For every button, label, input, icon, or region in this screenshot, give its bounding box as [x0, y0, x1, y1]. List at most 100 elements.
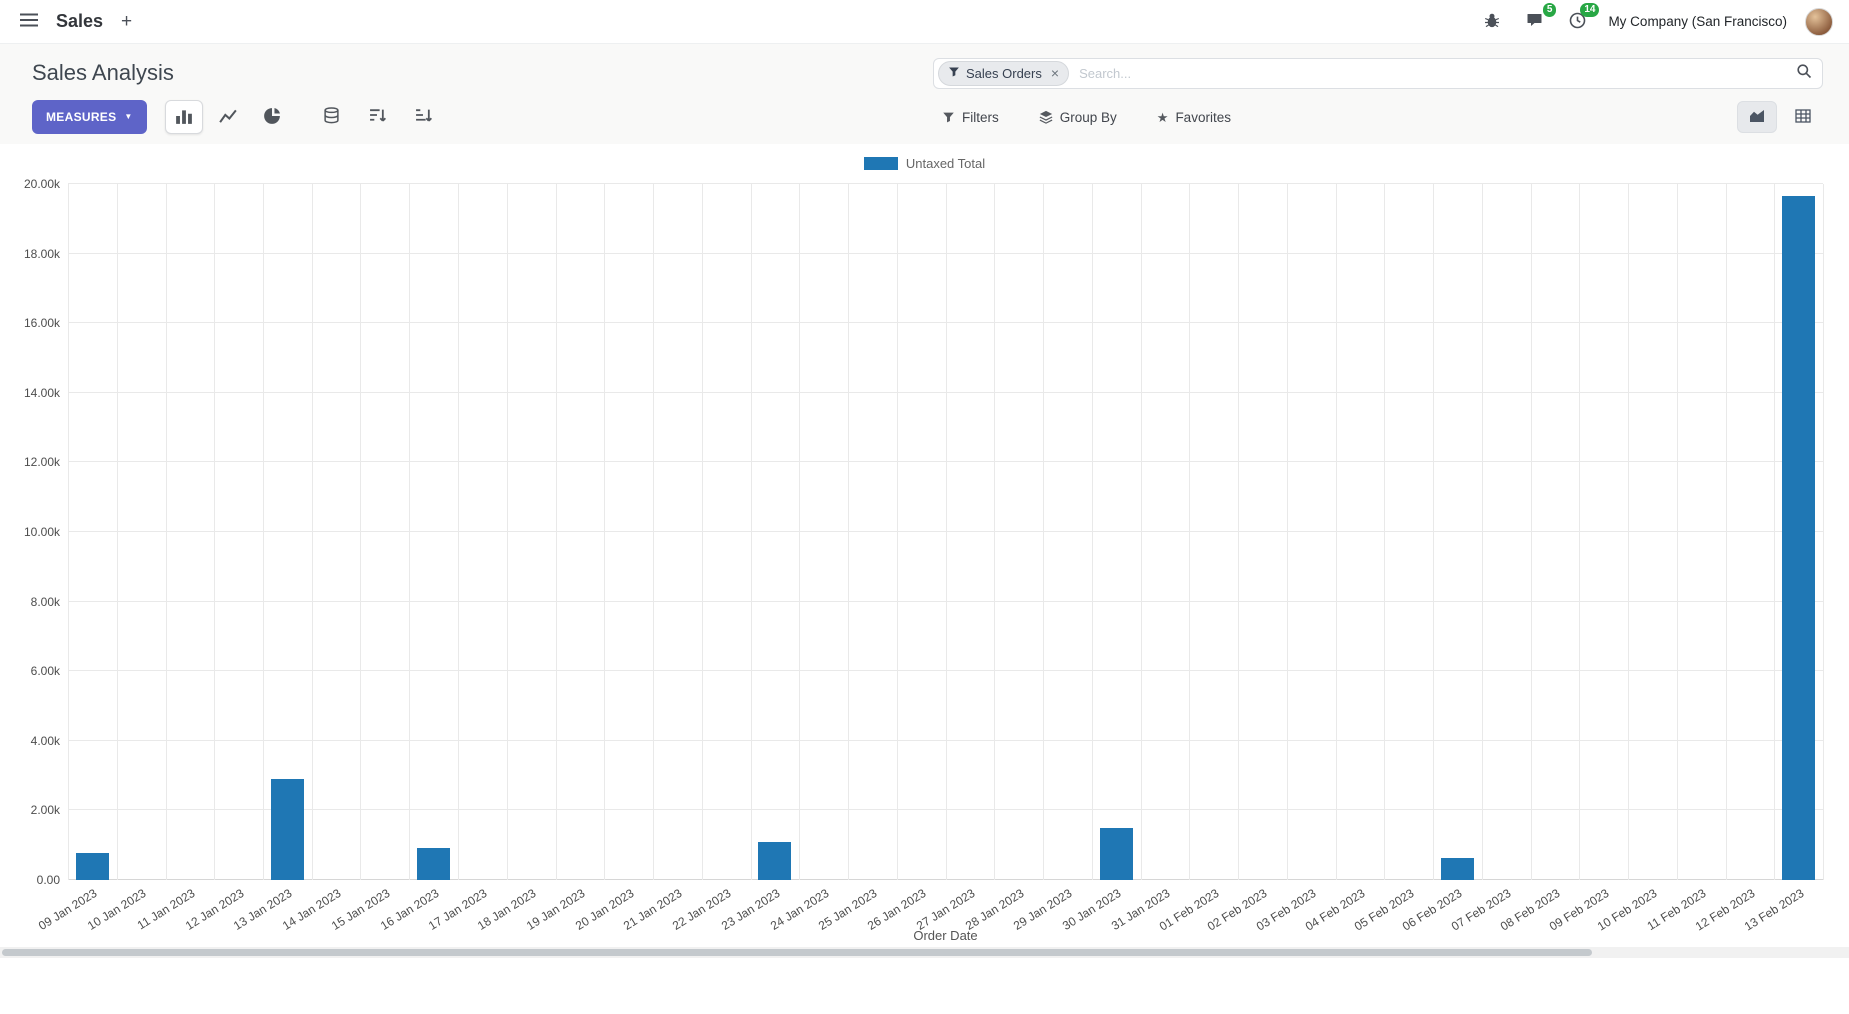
- v-gridline: [751, 184, 752, 880]
- v-gridline: [1482, 184, 1483, 880]
- v-gridline: [1336, 184, 1337, 880]
- v-gridline: [1677, 184, 1678, 880]
- graph-view-button[interactable]: [1737, 101, 1777, 133]
- v-gridline: [1287, 184, 1288, 880]
- star-icon: ★: [1157, 111, 1169, 124]
- search-options: Filters Group By ★ Favorites: [936, 109, 1237, 126]
- y-tick-label: 2.00k: [2, 803, 60, 817]
- v-gridline: [1628, 184, 1629, 880]
- search-facet[interactable]: Sales Orders ×: [938, 61, 1069, 86]
- bar[interactable]: [1441, 858, 1474, 880]
- messages-button[interactable]: 5: [1522, 8, 1547, 35]
- y-tick-label: 10.00k: [2, 525, 60, 539]
- v-gridline: [214, 184, 215, 880]
- group-by-label: Group By: [1060, 110, 1117, 125]
- v-gridline: [166, 184, 167, 880]
- y-tick-label: 20.00k: [2, 177, 60, 191]
- sort-descending-icon: [369, 107, 386, 127]
- v-gridline: [897, 184, 898, 880]
- v-gridline: [68, 184, 69, 880]
- filters-funnel-icon: [942, 111, 955, 124]
- caret-down-icon: ▼: [124, 113, 132, 121]
- control-panel: Sales Analysis Sales Orders × MEASURES ▼: [0, 44, 1849, 144]
- v-gridline: [653, 184, 654, 880]
- v-gridline: [702, 184, 703, 880]
- measures-button[interactable]: MEASURES ▼: [32, 100, 147, 134]
- chat-bubble-icon: [1526, 12, 1543, 31]
- bar[interactable]: [758, 842, 791, 880]
- layers-icon: [1039, 110, 1053, 124]
- sort-ascending-button[interactable]: [405, 100, 443, 134]
- filters-menu-button[interactable]: Filters: [936, 109, 1005, 126]
- v-gridline: [1579, 184, 1580, 880]
- v-gridline: [117, 184, 118, 880]
- bar-chart-icon: [175, 107, 193, 128]
- v-gridline: [1384, 184, 1385, 880]
- v-gridline: [458, 184, 459, 880]
- chart-type-group: [165, 100, 291, 134]
- breadcrumb-row: Sales Analysis Sales Orders ×: [0, 52, 1849, 94]
- v-gridline: [1726, 184, 1727, 880]
- new-window-button[interactable]: +: [117, 8, 136, 35]
- view-toolbar-row: MEASURES ▼: [0, 94, 1849, 140]
- pivot-view-button[interactable]: [1783, 101, 1823, 133]
- group-by-menu-button[interactable]: Group By: [1033, 109, 1123, 126]
- pie-chart-icon: [263, 107, 281, 128]
- favorites-menu-button[interactable]: ★ Favorites: [1151, 109, 1237, 126]
- database-stack-icon: [323, 107, 340, 127]
- company-switcher[interactable]: My Company (San Francisco): [1608, 14, 1787, 29]
- bar[interactable]: [417, 848, 450, 880]
- debug-mode-button[interactable]: [1480, 8, 1504, 35]
- activities-button[interactable]: 14: [1565, 8, 1590, 36]
- messages-count-badge: 5: [1543, 3, 1557, 17]
- hamburger-icon: [20, 13, 38, 30]
- view-switcher: [1737, 101, 1823, 133]
- activities-count-badge: 14: [1580, 3, 1599, 17]
- bar[interactable]: [271, 779, 304, 880]
- line-chart-button[interactable]: [209, 100, 247, 134]
- v-gridline: [946, 184, 947, 880]
- current-app-name[interactable]: Sales: [56, 11, 103, 32]
- user-avatar[interactable]: [1805, 8, 1833, 36]
- horizontal-scrollbar[interactable]: [0, 947, 1849, 958]
- area-chart-icon: [1748, 108, 1766, 127]
- bar[interactable]: [1782, 196, 1815, 880]
- search-facet-label: Sales Orders: [966, 66, 1042, 81]
- y-tick-label: 14.00k: [2, 386, 60, 400]
- search-bar[interactable]: Sales Orders ×: [933, 58, 1823, 89]
- chart-legend[interactable]: Untaxed Total: [0, 144, 1849, 174]
- v-gridline: [409, 184, 410, 880]
- v-gridline: [556, 184, 557, 880]
- favorites-label: Favorites: [1175, 110, 1231, 125]
- bar-chart-button[interactable]: [165, 100, 203, 134]
- bar[interactable]: [76, 853, 109, 880]
- search-icon[interactable]: [1796, 63, 1812, 84]
- v-gridline: [1043, 184, 1044, 880]
- top-navbar: Sales + 5: [0, 0, 1849, 44]
- stacked-toggle-button[interactable]: [313, 100, 351, 134]
- sort-descending-button[interactable]: [359, 100, 397, 134]
- scrollbar-thumb[interactable]: [2, 949, 1592, 956]
- sort-ascending-icon: [415, 107, 432, 127]
- v-gridline: [994, 184, 995, 880]
- search-input[interactable]: [1077, 65, 1788, 82]
- v-gridline: [507, 184, 508, 880]
- y-tick-label: 12.00k: [2, 455, 60, 469]
- apps-menu-button[interactable]: [16, 9, 42, 34]
- filters-label: Filters: [962, 110, 999, 125]
- plus-icon: +: [121, 12, 132, 31]
- v-gridline: [848, 184, 849, 880]
- v-gridline: [1774, 184, 1775, 880]
- page-title: Sales Analysis: [32, 60, 174, 86]
- v-gridline: [1141, 184, 1142, 880]
- remove-facet-button[interactable]: ×: [1051, 66, 1059, 80]
- bar[interactable]: [1100, 828, 1133, 880]
- navbar-right: 5 14 My Company (San Francisco): [1480, 8, 1833, 36]
- legend-swatch: [864, 157, 898, 170]
- pie-chart-button[interactable]: [253, 100, 291, 134]
- v-gridline: [360, 184, 361, 880]
- y-tick-label: 0.00: [2, 873, 60, 887]
